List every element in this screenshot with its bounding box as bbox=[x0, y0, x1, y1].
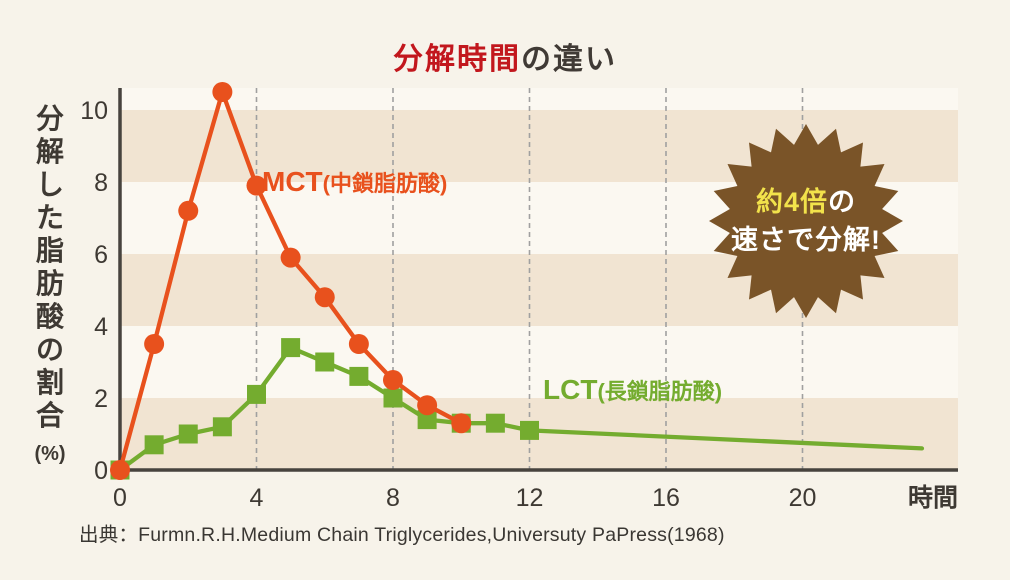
y-axis-title-text: 分解した脂肪酸の割合 bbox=[28, 102, 72, 432]
x-tick-label: 12 bbox=[516, 484, 544, 512]
y-tick-label: 4 bbox=[94, 313, 108, 341]
x-tick-label: 0 bbox=[113, 484, 127, 512]
lct-data-point bbox=[349, 366, 369, 386]
y-axis-title-char: の bbox=[35, 334, 64, 365]
lct-data-point bbox=[144, 435, 164, 455]
y-tick-label: 6 bbox=[94, 241, 108, 269]
speed-badge-line1-rest: の bbox=[828, 187, 857, 217]
mct-data-point bbox=[348, 334, 369, 354]
speed-badge: 約4倍の 速さで分解! bbox=[704, 119, 908, 323]
x-tick-label: 8 bbox=[386, 484, 400, 512]
lct-data-point bbox=[178, 424, 198, 444]
mct-data-point bbox=[212, 82, 233, 102]
y-axis-title-char: 割 bbox=[35, 367, 64, 398]
y-axis-title-char: 解 bbox=[35, 136, 64, 167]
lct-data-point bbox=[281, 338, 301, 358]
mct-data-point bbox=[451, 413, 472, 434]
x-axis-title: 時間 bbox=[908, 483, 958, 512]
y-axis-title-char: 肪 bbox=[35, 268, 64, 299]
speed-badge-highlight: 約4倍 bbox=[755, 187, 829, 217]
starburst-shape bbox=[709, 124, 903, 318]
mct-data-point bbox=[383, 370, 403, 390]
y-axis-title-char: 酸 bbox=[35, 301, 64, 332]
lct-data-point bbox=[417, 410, 437, 430]
x-tick-label: 20 bbox=[789, 484, 817, 512]
y-axis-title-char: 合 bbox=[35, 400, 64, 431]
y-tick-label: 10 bbox=[80, 97, 108, 125]
y-axis-title-char: 脂 bbox=[35, 235, 64, 266]
mct-series-abbr: MCT bbox=[262, 166, 323, 197]
lct-data-point bbox=[485, 413, 505, 433]
page-title: 分解時間の違い bbox=[0, 34, 1010, 78]
source-citation: 出典：Furmn.R.H.Medium Chain Triglycerides,… bbox=[79, 524, 725, 546]
mct-data-point bbox=[417, 395, 438, 416]
x-tick-label: 4 bbox=[250, 484, 264, 512]
speed-badge-text: 約4倍の 速さで分解! bbox=[704, 119, 908, 323]
lct-data-point bbox=[520, 420, 539, 440]
mct-data-point bbox=[144, 334, 165, 354]
y-axis-title-char: 分 bbox=[35, 103, 64, 134]
mct-series-label: MCT(中鎖脂肪酸) bbox=[262, 166, 447, 198]
y-tick-label: 8 bbox=[94, 169, 108, 197]
starburst-icon bbox=[709, 124, 903, 318]
mct-data-point bbox=[246, 175, 267, 196]
y-axis-unit: (%) bbox=[34, 443, 66, 465]
lct-data-point bbox=[315, 352, 335, 372]
mct-data-point bbox=[110, 460, 130, 480]
lct-data-point bbox=[212, 417, 232, 437]
lct-series-label: LCT(長鎖脂肪酸) bbox=[543, 374, 722, 406]
mct-data-point bbox=[178, 200, 199, 221]
x-tick-label: 16 bbox=[652, 484, 680, 512]
lct-data-point bbox=[383, 388, 403, 408]
lct-series-paren: (長鎖脂肪酸) bbox=[597, 379, 723, 404]
mct-data-point bbox=[314, 287, 335, 308]
lct-data-point bbox=[247, 384, 266, 404]
mct-series-paren: (中鎖脂肪酸) bbox=[322, 171, 448, 196]
y-tick-label: 0 bbox=[94, 457, 108, 485]
y-axis-title-char: た bbox=[35, 202, 64, 233]
y-tick-label: 2 bbox=[94, 385, 108, 413]
y-axis-title-char: し bbox=[35, 169, 64, 200]
mct-series bbox=[110, 82, 472, 480]
lct-series-abbr: LCT bbox=[543, 374, 598, 405]
y-axis-title: 分解した脂肪酸の割合 (%) bbox=[28, 102, 72, 471]
page-title-rest: の違い bbox=[521, 43, 617, 76]
speed-badge-line1: 約4倍の bbox=[756, 183, 856, 221]
mct-data-point bbox=[280, 247, 301, 268]
page-title-highlight: 分解時間 bbox=[393, 43, 521, 76]
speed-badge-line2: 速さで分解! bbox=[731, 225, 881, 255]
